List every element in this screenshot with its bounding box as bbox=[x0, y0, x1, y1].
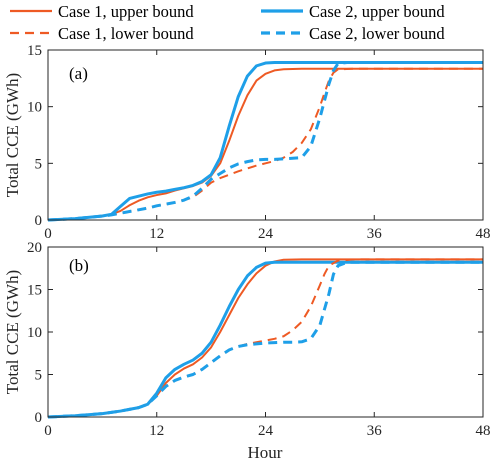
y-tick-label-b-3: 15 bbox=[27, 283, 42, 299]
legend-label-case2-lower: Case 2, lower bound bbox=[309, 24, 445, 43]
x-tick-label-b-1: 12 bbox=[149, 423, 164, 439]
x-tick-label-a-1: 12 bbox=[149, 226, 164, 242]
x-tick-label-a-4: 48 bbox=[476, 226, 491, 242]
series-lines-a bbox=[47, 60, 483, 222]
panel-a: Total CCE (GWh) 0 12 24 36 48 0 5 10 15 (a) bbox=[3, 43, 491, 242]
legend-label-case1-upper: Case 1, upper bound bbox=[58, 2, 194, 21]
legend: Case 1, upper bound Case 2, upper bound … bbox=[10, 2, 445, 43]
series-line-a-case-1-upper-bound bbox=[47, 67, 483, 221]
x-tick-label-b-2: 24 bbox=[258, 423, 274, 439]
panel-label-a: (a) bbox=[69, 64, 88, 83]
y-tick-label-b-0: 0 bbox=[35, 410, 43, 426]
axes-frame-b bbox=[47, 246, 484, 418]
ylabel-b: Total CCE (GWh) bbox=[3, 270, 22, 394]
y-tick-label-a-0: 0 bbox=[35, 213, 43, 229]
series-line-b-case-1-lower-bound bbox=[47, 258, 483, 418]
x-tick-label-b-4: 48 bbox=[476, 423, 491, 439]
legend-label-case1-lower: Case 1, lower bound bbox=[58, 24, 194, 43]
ticks-a: 0 12 24 36 48 0 5 10 15 bbox=[27, 43, 491, 242]
series-line-b-case-1-upper-bound bbox=[47, 258, 483, 418]
panel-label-b: (b) bbox=[69, 256, 89, 275]
series-line-b-case-2-lower-bound bbox=[47, 260, 483, 419]
y-tick-label-a-1: 5 bbox=[35, 156, 43, 172]
x-tick-label-b-3: 36 bbox=[367, 423, 383, 439]
axes-frame-a bbox=[47, 49, 484, 221]
x-tick-label-a-0: 0 bbox=[44, 226, 52, 242]
x-tick-label-b-0: 0 bbox=[44, 423, 52, 439]
series-line-b-case-2-upper-bound bbox=[47, 260, 483, 419]
legend-entry-case1-lower: Case 1, lower bound bbox=[10, 24, 194, 43]
y-tick-label-b-4: 20 bbox=[27, 240, 42, 256]
y-tick-label-b-2: 10 bbox=[27, 325, 42, 341]
ticks-b: 0 12 24 36 48 0 5 10 15 20 bbox=[27, 240, 491, 439]
series-line-a-case-2-lower-bound bbox=[47, 60, 483, 222]
x-tick-label-a-3: 36 bbox=[367, 226, 383, 242]
legend-label-case2-upper: Case 2, upper bound bbox=[309, 2, 445, 21]
series-lines-b bbox=[47, 258, 483, 419]
y-tick-label-a-2: 10 bbox=[27, 100, 42, 116]
xlabel: Hour bbox=[248, 443, 283, 462]
series-line-a-case-1-lower-bound bbox=[47, 67, 483, 221]
x-tick-label-a-2: 24 bbox=[258, 226, 274, 242]
legend-entry-case1-upper: Case 1, upper bound bbox=[10, 2, 194, 21]
series-line-a-case-2-upper-bound bbox=[47, 60, 483, 222]
panel-b: Total CCE (GWh) 0 12 24 36 48 0 5 10 15 20 (b) Ho… bbox=[3, 240, 491, 462]
legend-entry-case2-lower: Case 2, lower bound bbox=[261, 24, 445, 43]
y-tick-label-a-3: 15 bbox=[27, 43, 42, 59]
y-tick-label-b-1: 5 bbox=[35, 368, 43, 384]
legend-entry-case2-upper: Case 2, upper bound bbox=[261, 2, 445, 21]
ylabel-a: Total CCE (GWh) bbox=[3, 73, 22, 197]
